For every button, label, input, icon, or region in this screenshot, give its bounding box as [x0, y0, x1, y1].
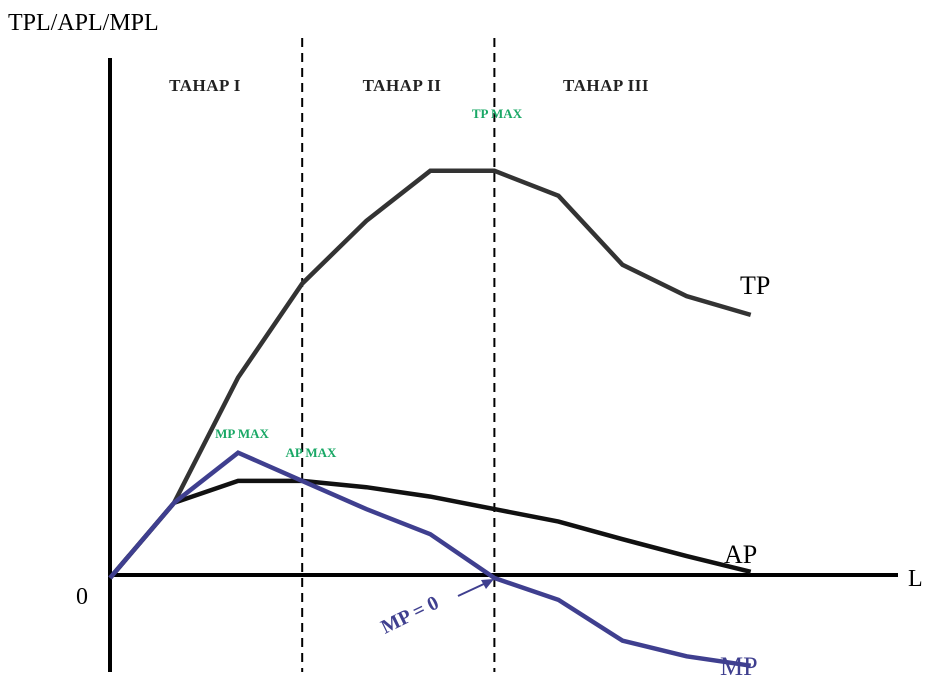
series-line-mp: [108, 450, 752, 668]
mp-zero-arrow: [457, 582, 487, 597]
series-line-ap: [108, 478, 752, 580]
origin-label: 0: [76, 584, 88, 610]
series-label-ap: AP: [724, 540, 757, 569]
mp-max-note: MP MAX: [215, 426, 269, 441]
stage-1-label: TAHAP I: [169, 76, 241, 95]
mp-zero-annotation: MP = 0: [378, 579, 494, 638]
series-line-tp: [108, 168, 752, 580]
ap-max-note: AP MAX: [286, 445, 338, 460]
stage-3-label: TAHAP III: [563, 76, 649, 95]
y-axis-label: TPL/APL/MPL: [8, 10, 159, 36]
series-label-mp: MP: [720, 652, 758, 677]
tp-max-note: TP MAX: [472, 106, 523, 121]
mp-zero-arrowhead: [481, 579, 494, 589]
stage-2-label: TAHAP II: [363, 76, 442, 95]
series-label-tp: TP: [740, 271, 770, 300]
x-axis-label: L: [908, 566, 923, 592]
mp-zero-note: MP = 0: [378, 592, 443, 639]
